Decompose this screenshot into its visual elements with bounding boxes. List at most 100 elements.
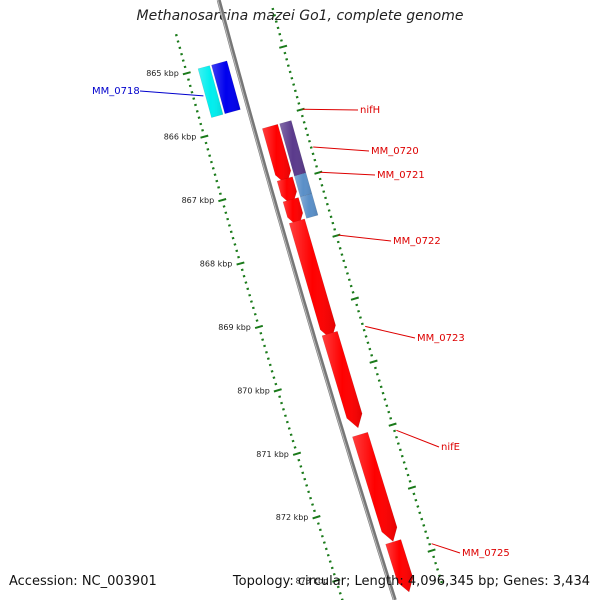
minor-tick <box>218 192 222 196</box>
gene-label[interactable]: MM_0722 <box>393 236 441 247</box>
minor-tick <box>284 414 287 418</box>
minor-tick <box>187 78 190 81</box>
major-tick <box>218 198 227 203</box>
minor-tick <box>259 331 263 335</box>
minor-tick <box>288 70 292 74</box>
gene-paired[interactable] <box>294 172 313 198</box>
minor-tick <box>309 496 312 500</box>
minor-tick <box>211 167 215 170</box>
minor-tick <box>240 268 244 272</box>
minor-tick <box>206 148 210 151</box>
gene-label[interactable]: MM_0725 <box>462 548 510 559</box>
minor-tick <box>295 95 299 99</box>
gene-label[interactable]: MM_0723 <box>417 333 465 344</box>
minor-tick <box>192 97 196 100</box>
gene-label[interactable]: MM_0721 <box>377 170 425 181</box>
minor-tick <box>244 281 248 284</box>
minor-tick <box>331 221 335 225</box>
ruler-ticks: 865 kbp 866 kbp 867 kbp 868 kbp 869 kbp 870 k… <box>146 7 443 600</box>
minor-tick <box>428 542 432 546</box>
ruler-label: 865 kbp <box>146 69 179 78</box>
minor-tick <box>336 240 340 244</box>
minor-tick <box>278 395 282 398</box>
minor-tick <box>276 26 280 30</box>
minor-tick <box>326 553 330 557</box>
page-title: Methanosarcina mazei Go1, complete genom… <box>136 8 464 24</box>
gene-label[interactable]: nifH <box>360 105 380 116</box>
leader-line <box>302 108 359 111</box>
gene-paired[interactable] <box>197 65 224 118</box>
gene-MM_0718[interactable] <box>211 60 241 115</box>
minor-tick <box>226 217 230 221</box>
minor-tick <box>416 505 420 508</box>
minor-tick <box>195 110 199 113</box>
leader-line <box>320 171 376 176</box>
minor-tick <box>250 300 253 303</box>
gene-MM_0722[interactable] <box>288 218 336 340</box>
minor-tick <box>304 127 308 130</box>
minor-tick <box>213 173 217 176</box>
minor-tick <box>327 209 331 212</box>
leader-line <box>431 543 461 554</box>
ruler-label: 866 kbp <box>164 133 197 142</box>
minor-tick <box>224 211 228 215</box>
minor-tick <box>396 442 400 445</box>
minor-tick <box>278 32 282 36</box>
minor-tick <box>357 309 360 313</box>
minor-tick <box>255 319 259 322</box>
minor-tick <box>297 458 301 462</box>
minor-tick <box>215 179 219 183</box>
minor-tick <box>362 328 366 332</box>
major-tick <box>388 422 397 427</box>
minor-tick <box>233 243 237 246</box>
minor-tick <box>351 291 355 294</box>
minor-tick <box>318 528 322 532</box>
minor-tick <box>436 568 439 571</box>
minor-tick <box>229 230 233 234</box>
minor-tick <box>313 509 316 513</box>
major-tick <box>279 44 288 49</box>
minor-tick <box>293 446 297 449</box>
minor-tick <box>389 417 393 420</box>
minor-tick <box>333 228 337 231</box>
leader-line <box>313 146 370 152</box>
minor-tick <box>289 433 293 437</box>
minor-tick <box>285 58 289 61</box>
gene-label[interactable]: nifE <box>441 442 460 453</box>
minor-tick <box>222 205 226 208</box>
minor-tick <box>393 429 396 433</box>
minor-tick <box>248 293 252 297</box>
gene-MM_0725[interactable] <box>385 539 414 593</box>
minor-tick <box>408 480 412 483</box>
minor-tick <box>402 461 406 464</box>
minor-tick <box>274 20 278 23</box>
minor-tick <box>400 454 404 458</box>
minor-tick <box>338 591 342 595</box>
gene-MM_0723[interactable] <box>321 330 363 429</box>
minor-tick <box>381 391 385 395</box>
gene-label[interactable]: MM_0718 <box>92 86 140 97</box>
gene-nifH[interactable] <box>261 123 292 186</box>
gene-nifE[interactable] <box>352 431 398 542</box>
minor-tick <box>311 503 314 506</box>
minor-tick <box>377 379 381 382</box>
gene-MM_0721[interactable] <box>282 197 304 228</box>
minor-tick <box>387 410 391 414</box>
minor-tick <box>426 536 430 540</box>
minor-tick <box>330 566 334 570</box>
gene-MM_0720[interactable] <box>276 176 297 207</box>
minor-tick <box>349 284 353 288</box>
minor-tick <box>322 190 326 193</box>
minor-tick <box>287 427 291 430</box>
gene-label[interactable]: MM_0720 <box>371 146 419 157</box>
minor-tick <box>313 158 317 162</box>
minor-tick <box>180 52 183 56</box>
gene-paired[interactable] <box>299 193 319 219</box>
minor-tick <box>315 165 318 168</box>
major-tick <box>312 515 321 520</box>
major-tick <box>369 359 378 364</box>
major-tick <box>350 296 359 301</box>
minor-tick <box>270 370 274 373</box>
minor-tick <box>274 382 278 386</box>
minor-tick <box>265 351 268 354</box>
